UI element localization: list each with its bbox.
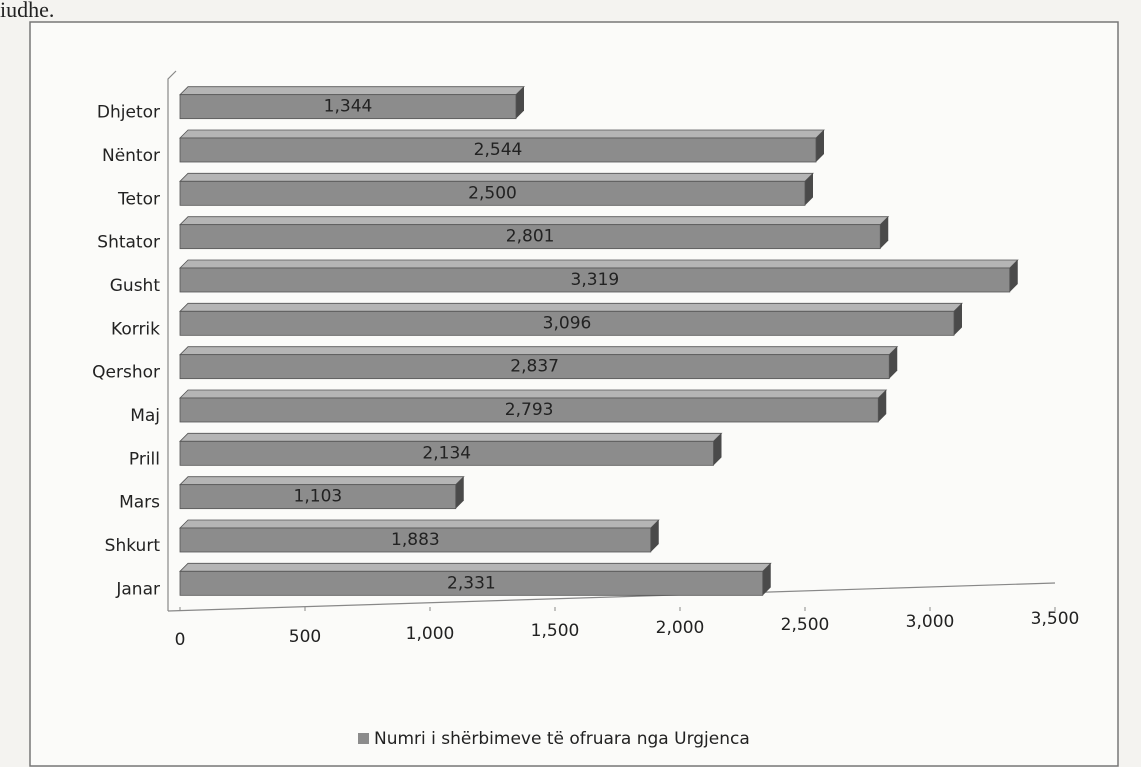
axis-wall [167, 70, 177, 611]
y-tick-label: Tetor [117, 189, 160, 209]
bar-end-face [880, 216, 889, 249]
y-tick-label: Janar [115, 579, 160, 599]
x-tick-label: 1,500 [531, 621, 580, 641]
bar-top-face [179, 562, 772, 572]
bar [179, 440, 714, 466]
y-tick-label: Prill [129, 449, 160, 469]
data-label: 2,134 [422, 443, 471, 463]
bar [179, 180, 806, 206]
data-label: 1,103 [294, 487, 343, 507]
data-label: 2,331 [447, 573, 496, 593]
data-label: 3,096 [543, 313, 592, 333]
page-text: iudhe. [0, 0, 54, 22]
data-label: 2,500 [468, 183, 517, 203]
bar-end-face [954, 303, 962, 336]
data-label: 2,544 [474, 140, 523, 160]
bar-end-face [650, 520, 659, 552]
bar [179, 484, 457, 510]
y-tick-label: Korrik [111, 319, 160, 339]
y-tick-label: Shtator [97, 233, 160, 253]
data-label: 3,319 [571, 270, 620, 290]
data-label: 1,344 [324, 97, 373, 117]
bar-top-face [179, 346, 899, 356]
bar-top-face [179, 216, 890, 226]
bar [179, 527, 652, 553]
y-tick-label: Qershor [92, 363, 160, 383]
data-label: 2,837 [510, 357, 559, 377]
bar-top-face [179, 519, 660, 529]
bar-top-face [179, 432, 723, 442]
data-label: 2,801 [506, 227, 555, 247]
bar [179, 137, 817, 163]
bar [179, 397, 879, 423]
x-tick-label: 500 [289, 627, 321, 647]
bar [179, 354, 890, 380]
y-tick-label: Shkurt [105, 536, 161, 556]
bar [179, 570, 764, 596]
bar-end-face [516, 86, 524, 119]
bar-top-face [179, 172, 814, 182]
bar [179, 267, 1011, 293]
bar [179, 224, 881, 250]
bar-top-face [179, 86, 525, 96]
legend-swatch [358, 733, 369, 744]
bar-top-face [179, 259, 1019, 269]
x-tick-label: 3,000 [906, 612, 955, 632]
bar-end-face [1009, 260, 1018, 292]
bar-end-face [713, 433, 722, 466]
x-tick-label: 2,000 [656, 618, 705, 638]
y-tick-label: Mars [119, 493, 160, 513]
bar-end-face [762, 563, 771, 596]
bar-end-face [816, 130, 824, 162]
bar [179, 94, 517, 120]
bar-end-face [455, 476, 464, 509]
bar-end-face [878, 390, 887, 422]
bar-end-face [805, 173, 813, 206]
y-tick-label: Maj [130, 406, 160, 426]
bar-top-face [179, 389, 888, 399]
bar-end-face [889, 346, 898, 379]
legend-label: Numri i shërbimeve të ofruara nga Urgjen… [374, 729, 750, 749]
data-label: 1,883 [391, 530, 440, 550]
x-tick-label: 0 [175, 630, 186, 650]
x-tick-label: 1,000 [406, 624, 455, 644]
y-tick-label: Gusht [110, 276, 161, 296]
axis-floor [167, 582, 1056, 612]
bar-top-face [179, 302, 963, 312]
x-tick-label: 3,500 [1031, 609, 1080, 629]
y-tick-label: Nëntor [102, 146, 160, 166]
bar-top-face [179, 129, 825, 139]
data-label: 2,793 [505, 400, 554, 420]
bar-top-face [179, 476, 465, 486]
x-tick-label: 2,500 [781, 615, 830, 635]
y-tick-label: Dhjetor [97, 103, 160, 123]
bar [179, 310, 955, 336]
